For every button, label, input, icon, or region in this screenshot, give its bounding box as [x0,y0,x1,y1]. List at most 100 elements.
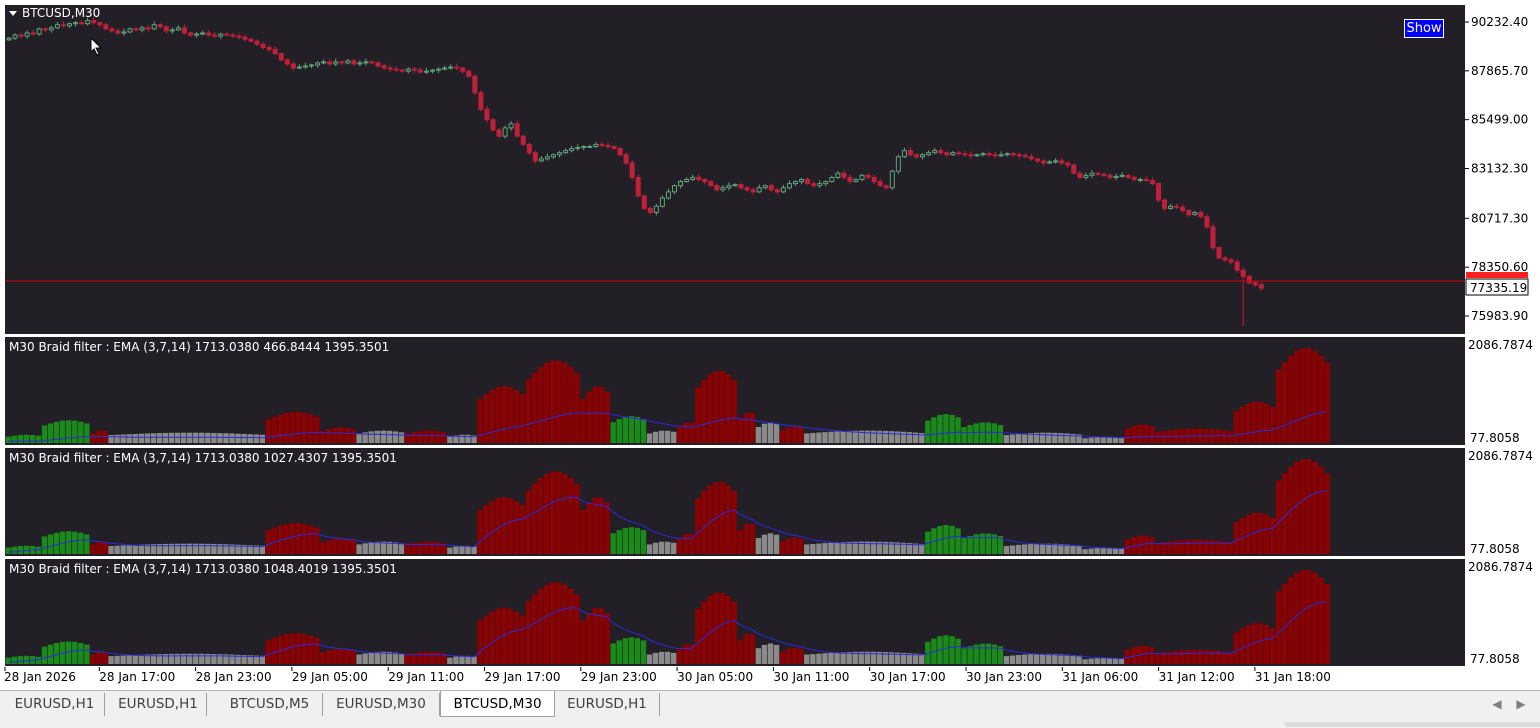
histogram-bar [695,498,701,554]
window-menu-arrow-icon[interactable] [9,11,17,16]
histogram-bar [447,547,453,554]
histogram-bar [102,652,108,664]
indicator-axis-top: 2086.7874 [1468,560,1533,574]
histogram-bar [779,541,786,554]
histogram-bar [41,536,48,554]
chart-canvas[interactable]: 90232.40 87865.70 85499.00 83132.30 80717.30… [0,0,1540,690]
histogram-bar [120,434,126,443]
histogram-bar [1300,348,1306,443]
histogram-bar [882,430,889,443]
histogram-bar [205,432,211,443]
histogram-bar [785,538,792,554]
histogram-bar [943,525,949,554]
candle [157,23,163,29]
histogram-bar [471,656,477,664]
histogram-bar [320,431,326,443]
histogram-bar [1021,654,1028,664]
chart-window[interactable]: 90232.40 87865.70 85499.00 83132.30 80717.30… [0,0,1540,690]
histogram-bar [253,545,259,554]
histogram-bar [1263,403,1270,443]
histogram-bar [979,533,985,554]
candle [423,67,429,74]
indicator-axis-top: 2086.7874 [1468,338,1533,352]
tab-eurusd-h1[interactable]: EURUSD,H1 [555,693,660,716]
histogram-bar [301,412,308,443]
show-button[interactable]: Show [1404,19,1444,38]
histogram-bar [1197,539,1203,554]
histogram-bar [1112,437,1119,443]
histogram-bar [610,533,616,554]
histogram-bar [259,434,265,443]
histogram-bar [386,651,393,664]
histogram-bar [967,535,973,554]
tab-eurusd-h1[interactable]: EURUSD,H1 [110,693,207,716]
candle [853,178,859,183]
time-tick-label: 30 Jan 11:00 [773,670,849,684]
histogram-bar [102,541,108,554]
histogram-bar [519,394,526,443]
histogram-bar [344,427,350,443]
histogram-bar [1233,522,1240,554]
candle [1059,157,1065,166]
histogram-bar [743,634,749,664]
histogram-bar [162,654,169,664]
price-pane[interactable] [5,5,1465,334]
histogram-bar [17,434,23,443]
histogram-bar [816,432,822,443]
price-tick-label: 85499.00 [1471,113,1528,127]
candle [538,156,544,163]
indicator-pane-2[interactable]: M30 Braid filter : EMA (3,7,14) 1713.038… [4,447,1533,557]
candle [248,37,254,43]
histogram-bar [1009,545,1016,554]
histogram-bar [852,541,858,554]
histogram-bar [985,533,991,554]
histogram-bar [798,648,804,664]
histogram-bar [525,490,532,554]
tab-scroll-left-icon[interactable]: ◀ [1492,697,1502,711]
histogram-bar [1118,437,1125,443]
histogram-bar [362,653,368,664]
histogram-bar [356,654,362,664]
candle [1246,275,1252,285]
histogram-bar [519,505,526,554]
histogram-bar [404,433,411,443]
candle [926,150,932,156]
tab-scroll-right-icon[interactable]: ▶ [1516,697,1526,711]
candle [980,151,986,157]
candle [587,144,593,148]
candle [1113,173,1119,181]
candle [151,21,157,31]
histogram-bar [162,432,169,443]
tab-eurusd-h1[interactable]: EURUSD,H1 [5,693,105,716]
indicator-pane-3[interactable]: M30 Braid filter : EMA (3,7,14) 1713.038… [4,558,1533,667]
candle [1077,171,1083,180]
histogram-bar [174,543,181,554]
histogram-bar [53,532,60,554]
candle [672,184,677,195]
candle [714,183,720,192]
candle [526,142,532,155]
histogram-bar [416,652,423,664]
current-price-label-bg [1465,278,1529,296]
histogram-bar [737,530,743,554]
histogram-bar [731,490,737,554]
histogram-bar [997,535,1004,554]
histogram-bar [1124,539,1131,554]
histogram-bar [241,544,247,554]
histogram-bar [1294,572,1300,664]
tab-eurusd-m30[interactable]: EURUSD,M30 [323,693,440,716]
histogram-bar [991,423,998,443]
histogram-bar [435,652,441,664]
candle [145,25,151,32]
histogram-bar [47,534,54,554]
histogram-bar [1191,649,1197,664]
candle [1156,182,1161,203]
tab-btcusd-m30[interactable]: BTCUSD,M30 [440,691,555,717]
indicator-pane-1[interactable]: M30 Braid filter : EMA (3,7,14) 1713.038… [4,336,1533,446]
histogram-bar [416,542,423,554]
histogram-bar [725,595,731,664]
histogram-bar [156,654,163,664]
tab-btcusd-m5[interactable]: BTCUSD,M5 [217,693,323,716]
histogram-bar [1197,649,1203,664]
candle [442,65,448,71]
